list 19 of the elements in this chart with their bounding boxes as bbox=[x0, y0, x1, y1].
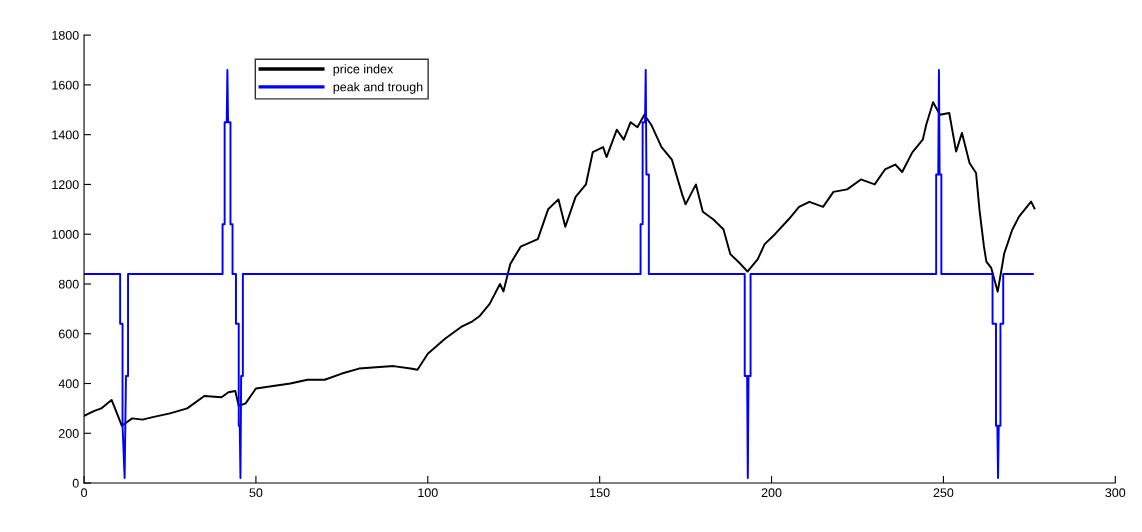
y-tick-label: 800 bbox=[58, 279, 79, 289]
y-tick-label: 0 bbox=[72, 478, 79, 488]
y-tick-label: 400 bbox=[58, 379, 79, 389]
y-tick-label: 600 bbox=[58, 329, 79, 339]
x-tick-label: 0 bbox=[81, 488, 88, 498]
x-tick-label: 300 bbox=[1105, 488, 1126, 498]
y-tick-label: 1600 bbox=[52, 80, 79, 90]
y-tick-label: 1200 bbox=[52, 180, 79, 190]
x-tick-label: 150 bbox=[590, 488, 610, 498]
x-tick-label: 100 bbox=[418, 488, 438, 498]
y-tick-label: 1000 bbox=[52, 230, 79, 239]
y-tick-label: 200 bbox=[58, 429, 79, 438]
x-tick-label: 250 bbox=[933, 488, 954, 498]
x-tick-label: 50 bbox=[249, 488, 263, 498]
legend-label: price index bbox=[333, 64, 394, 76]
y-tick-label: 1800 bbox=[52, 30, 79, 40]
y-tick-label: 1400 bbox=[52, 130, 79, 140]
x-tick-label: 200 bbox=[761, 488, 782, 498]
legend-label: peak and trough bbox=[333, 82, 423, 94]
